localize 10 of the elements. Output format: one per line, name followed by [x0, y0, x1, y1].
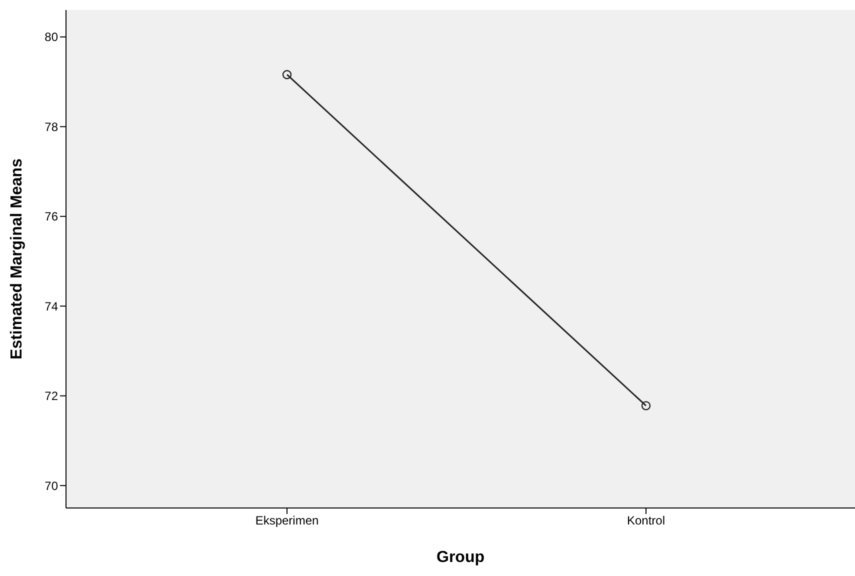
y-tick-label: 74	[44, 299, 58, 314]
y-tick-label: 80	[44, 30, 58, 44]
y-tick-label: 72	[44, 389, 58, 404]
y-tick-label: 76	[44, 210, 58, 224]
y-tick-label: 70	[44, 478, 58, 493]
y-axis-title: Estimated Marginal Means	[8, 158, 26, 360]
x-tick-label: Kontrol	[626, 514, 666, 528]
x-tick-label: Eksperimen	[255, 514, 319, 528]
x-axis-title: Group	[436, 549, 485, 566]
y-tick-label: 78	[44, 120, 58, 134]
